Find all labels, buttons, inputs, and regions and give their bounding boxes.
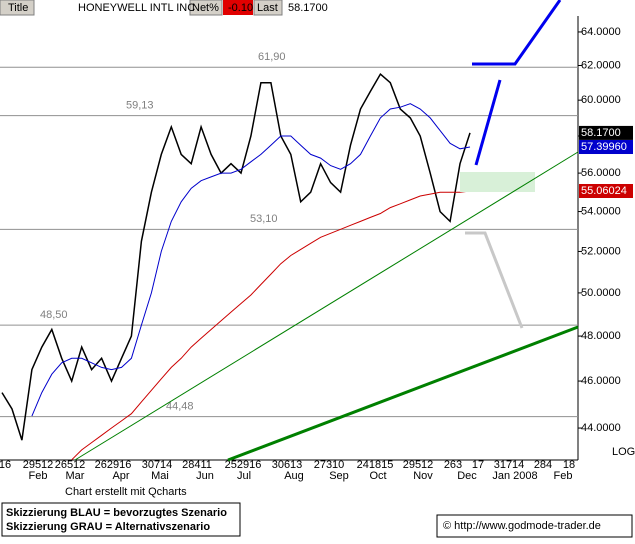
level-label: 44,48 [166,400,194,412]
header-bar [0,0,635,16]
x-tick-label: 252916 [225,459,262,471]
header-net-label: Net% [192,2,219,14]
target-zone [460,172,535,192]
scenario-gray [465,231,524,329]
y-tick-label: 56.0000 [581,167,621,179]
y-tick-label: 62.0000 [581,59,621,71]
x-tick-label: 26512 [55,459,86,471]
y-tick-label: 50.0000 [581,287,621,299]
x-month-label: Sep [329,470,349,482]
series-line [1,72,471,441]
x-tick-label: 30613 [272,459,303,471]
last-value-label: 57.39960 [581,141,627,153]
x-tick-label: 263 [444,459,462,471]
x-tick-label: 30714 [142,459,173,471]
copyright-box [436,514,633,538]
x-month-label: Oct [369,470,386,482]
x-month-label: Feb [29,470,48,482]
x-tick-label: 16 [0,459,11,471]
header-name: HONEYWELL INTL INC [78,2,195,14]
header-last-value: 58.1700 [288,2,328,14]
series-line [31,103,471,417]
legend-blue: Skizzierung BLAU = bevorzugtes Szenario [6,507,227,519]
x-tick-label: 18 [563,459,575,471]
x-tick-label: 31714 [494,459,525,471]
header-last-label: Last [257,2,278,14]
last-value-label: 55.06024 [581,185,627,197]
x-month-label: Apr [112,470,129,482]
credit: Chart erstellt mit Qcharts [65,486,187,498]
last-value-box [579,125,633,140]
header-title-label: Title [8,2,28,14]
x-tick-label: 29512 [403,459,434,471]
legend-gray: Skizzierung GRAU = Alternativszenario [6,521,210,533]
level-label: 53,10 [250,213,278,225]
x-month-label: Feb [554,470,573,482]
last-value-label: 58.1700 [581,127,621,139]
y-tick-label: 54.0000 [581,205,621,217]
header-net-value: -0.10 [228,2,253,14]
y-tick-label: 44.0000 [581,422,621,434]
x-tick-label: 29512 [23,459,54,471]
y-tick-label: 46.0000 [581,375,621,387]
scenario-blue [472,0,562,66]
header-cell [189,0,223,16]
x-tick-label: 241815 [357,459,394,471]
last-value-box [579,140,633,155]
level-label: 48,50 [40,309,68,321]
y-tick-label: 64.0000 [581,26,621,38]
x-month-label: Jul [237,470,251,482]
trend-line [227,325,579,462]
x-month-label: Mar [66,470,85,482]
trend-line [74,151,579,461]
copyright: © http://www.godmode-trader.de [443,520,601,532]
x-tick-label: 262916 [95,459,132,471]
x-month-label: Mai [151,470,169,482]
x-tick-label: 28411 [182,459,212,471]
x-tick-label: 284 [534,459,552,471]
x-tick-label: 17 [472,459,484,471]
series-line [71,190,471,461]
header-cell [253,0,283,16]
x-month-label: Dec [457,470,477,482]
x-month-label: Nov [413,470,433,482]
x-month-label: Jun [196,470,214,482]
log-label: LOG [612,446,635,458]
header-cell [223,0,253,15]
x-tick-label: 27310 [314,459,345,471]
level-label: 61,90 [258,51,286,63]
y-tick-label: 48.0000 [581,330,621,342]
y-tick-label: 60.0000 [581,94,621,106]
last-value-box [579,183,633,198]
scenario-blue [474,79,502,166]
x-month-label: Jan 2008 [492,470,537,482]
level-label: 59,13 [126,100,154,112]
legend-box [1,502,241,537]
header-cell [0,0,35,16]
x-month-label: Aug [284,470,304,482]
y-tick-label: 52.0000 [581,245,621,257]
